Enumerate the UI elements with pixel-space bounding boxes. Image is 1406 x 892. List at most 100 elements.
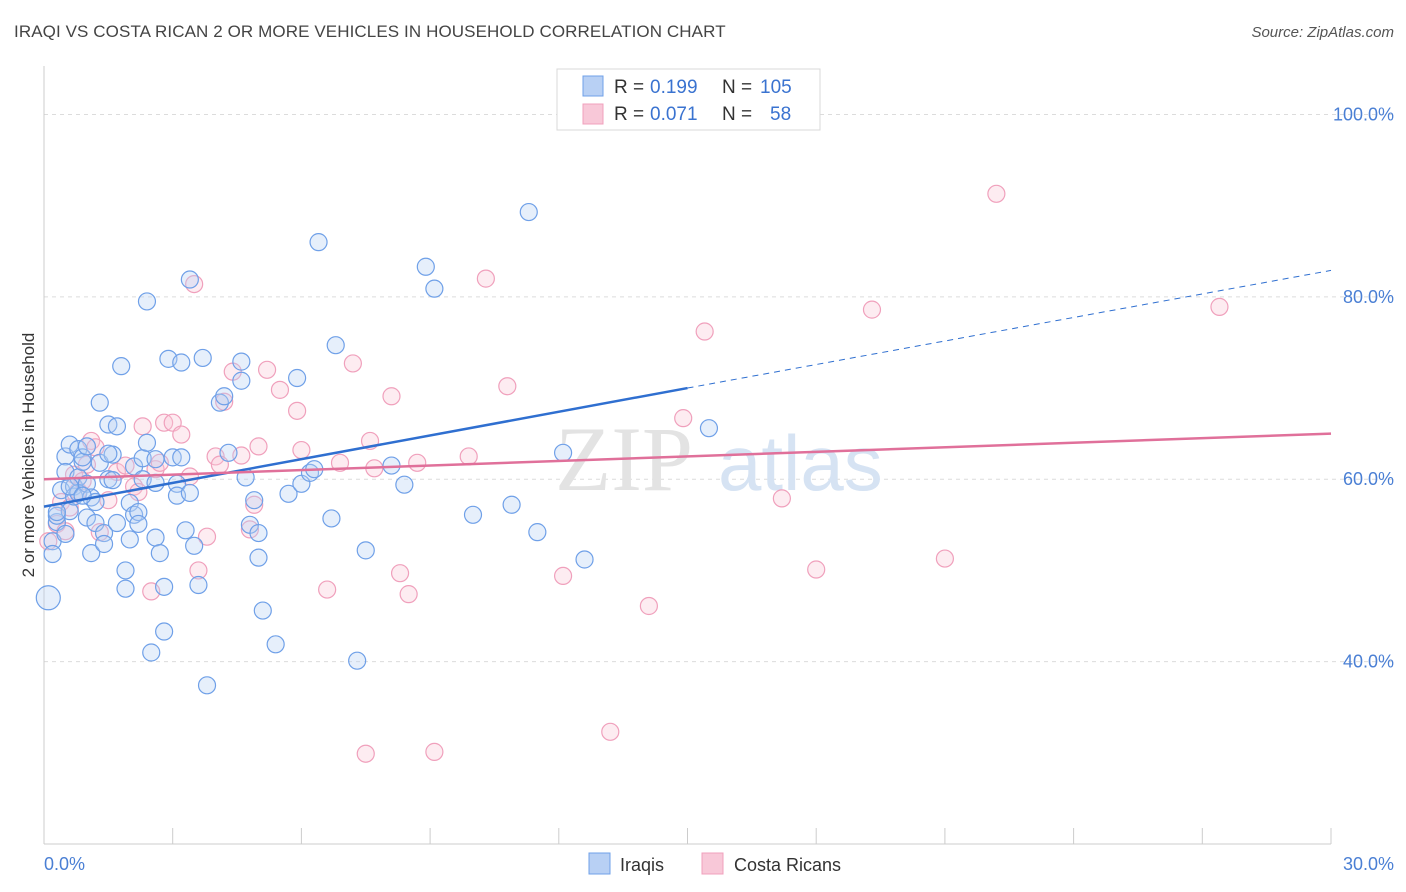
costa-ricans-n-label: N = [722,104,752,125]
costa-ricans-trend-line [43,432,1332,481]
costa-ricans-point [382,387,401,406]
costa-ricans-point [1210,297,1229,316]
costa-ricans-swatch [582,103,604,125]
iraqis-point [253,601,272,620]
iraqis-point [245,491,264,510]
costa-ricans-point [270,380,290,399]
costa-ricans-point [318,580,337,599]
iraqis-point [180,270,199,289]
costa-ricans-point [425,742,444,761]
iraqis-trend-line [43,386,688,508]
iraqis-point [172,448,191,467]
costa-ricans-point [987,184,1006,203]
iraqis-point [129,514,148,534]
costa-ricans-n-value: 58 [770,104,791,125]
legend-costa-ricans-label: Costa Ricans [734,855,841,875]
iraqis-point [215,387,234,406]
iraqis-swatch [582,75,604,97]
costa-ricans-point [639,596,658,616]
iraqis-point [322,509,341,528]
legend-iraqis-label: Iraqis [620,855,664,875]
iraqis-point [197,676,217,695]
costa-ricans-point [408,453,427,472]
costa-ricans-point [601,722,620,741]
iraqis-point [103,471,122,490]
watermark: ZIP atlas [555,408,883,510]
iraqis-point [553,443,573,462]
x-tick-label: 30.0% [1343,854,1394,874]
x-tick-label: 0.0% [44,854,85,874]
iraqis-point [82,544,101,563]
costa-ricans-point [343,354,362,373]
iraqis-point [94,534,114,554]
series-legend: Iraqis Costa Ricans [588,852,841,875]
iraqis-point [107,513,127,533]
iraqis-point [185,536,204,555]
costa-ricans-point [249,437,268,456]
iraqis-point [425,279,444,298]
iraqis-point [107,417,127,436]
iraqis-point [142,643,161,662]
costa-ricans-point [292,440,311,460]
costa-ricans-point [288,401,307,420]
y-tick-label: 100.0% [1333,104,1394,124]
costa-ricans-point [459,447,478,466]
iraqis-r-label: R = [614,77,644,98]
iraqis-point [137,433,157,452]
costa-ricans-point [172,425,191,444]
y-tick-label: 40.0% [1343,652,1394,672]
iraqis-point [112,357,131,376]
iraqis-point [116,561,135,580]
y-tick-label: 60.0% [1343,469,1394,489]
iraqis-point [99,444,118,463]
iraqis-point [146,473,165,492]
iraqis-n-value: 105 [760,77,792,98]
costa-ricans-point [133,417,152,436]
x-tick-labels: 0.0% 30.0% [44,854,1394,874]
iraqis-trend-extension [687,269,1332,389]
costa-ricans-point [553,566,573,586]
legend-costa-ricans-swatch [701,852,724,875]
iraqis-point [155,622,174,641]
costa-ricans-point [330,453,350,472]
costa-ricans-point [189,561,208,580]
watermark-atlas: atlas [718,419,883,507]
y-tick-label: 80.0% [1343,287,1394,307]
iraqis-point [90,393,109,412]
iraqis-point [395,475,414,494]
iraqis-point [309,233,328,252]
iraqis-point [575,550,594,569]
costa-ricans-point [772,489,791,508]
costa-ricans-point [245,495,264,514]
costa-ricans-point [197,527,217,546]
costa-ricans-point [695,322,714,341]
iraqis-point [120,530,139,549]
iraqis-point [172,353,191,372]
iraqis-point [137,292,157,311]
costa-ricans-point [807,560,826,579]
iraqis-point [416,257,435,276]
costa-ricans-point [399,585,418,604]
iraqis-point [146,528,165,547]
iraqis-point [155,577,174,596]
iraqis-point [232,352,251,371]
costa-ricans-point [498,377,517,396]
costa-ricans-points [39,184,1229,763]
iraqis-point [43,544,62,564]
iraqis-point [150,544,169,563]
iraqis-point [232,371,251,390]
iraqis-point [356,541,375,560]
iraqis-point [348,651,367,670]
y-tick-labels: 40.0% 60.0% 80.0% 100.0% [1333,104,1394,671]
stats-legend: R = 0.199 N = 105 R = 0.071 N = 58 [556,68,821,131]
costa-ricans-point [862,300,882,319]
costa-ricans-point [390,564,410,583]
iraqis-point [326,336,345,355]
costa-ricans-point [257,360,277,379]
costa-ricans-point [476,269,495,288]
iraqis-point [219,443,238,462]
iraqis-point [56,524,75,544]
legend-iraqis-swatch [588,852,611,875]
iraqis-point [502,495,521,514]
